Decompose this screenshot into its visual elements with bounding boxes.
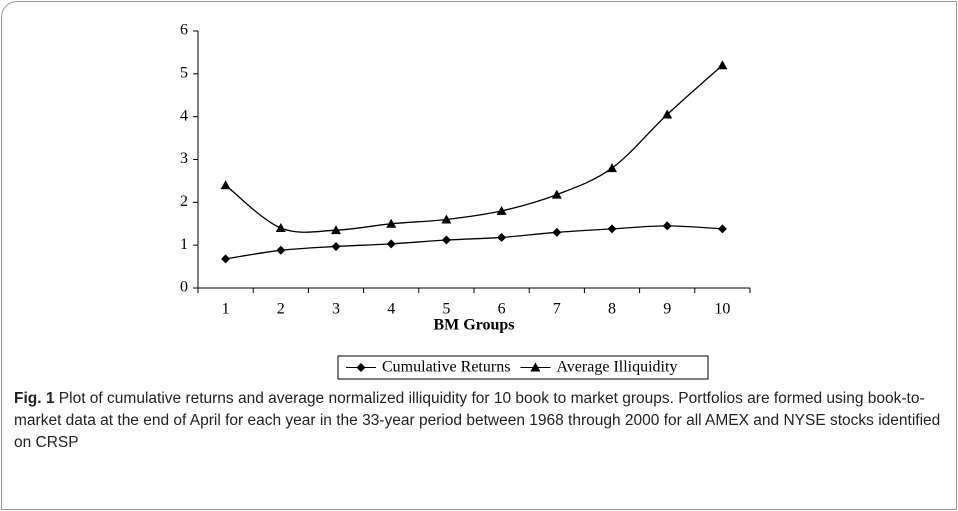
legend-label: Average Illiquidity [556,359,677,376]
marker [552,227,562,237]
marker [441,235,451,245]
marker [441,214,452,224]
marker [530,362,541,372]
marker [221,254,231,264]
x-tick-label: 2 [277,301,285,318]
x-tick-label: 9 [663,301,671,318]
marker [220,180,231,190]
marker [551,189,562,199]
x-tick-label: 10 [714,301,730,318]
series-line [225,225,723,260]
y-tick-label: 6 [180,22,188,39]
chart: BM Groups 0 1 2 3 4 5 6 1 2 3 4 5 6 7 8 9 10 Cumulative R… [180,22,751,380]
marker [607,224,617,234]
marker [356,363,366,372]
y-tick-label: 2 [180,193,188,210]
y-tick-label: 4 [180,107,188,124]
x-tick-label: 7 [553,301,561,318]
marker [717,224,727,234]
legend-label: Cumulative Returns [382,359,510,376]
marker [386,239,396,249]
marker [275,223,286,233]
marker [497,232,507,242]
series-line [225,64,723,233]
caption: Fig. 1 Plot of cumulative returns and av… [14,388,944,454]
marker [607,163,617,173]
marker [496,205,507,215]
y-tick-label: 1 [180,236,188,253]
marker [276,245,286,255]
y-tick-label: 3 [180,150,188,167]
x-tick-label: 8 [608,301,616,318]
y-tick-label: 5 [180,65,188,82]
marker [717,60,728,70]
x-tick-label: 6 [498,301,506,318]
x-axis-label: BM Groups [433,317,514,334]
marker [331,241,341,251]
marker [331,225,341,235]
marker [662,109,673,119]
x-tick-label: 4 [387,301,395,318]
marker [386,218,397,228]
caption-text: Plot of cumulative returns and average n… [14,390,941,451]
caption-label: Fig. 1 [14,390,55,407]
x-tick-label: 5 [442,301,450,318]
y-tick-label: 0 [180,279,188,296]
x-tick-label: 1 [222,301,230,318]
marker [662,221,672,231]
x-tick-label: 3 [332,301,340,318]
